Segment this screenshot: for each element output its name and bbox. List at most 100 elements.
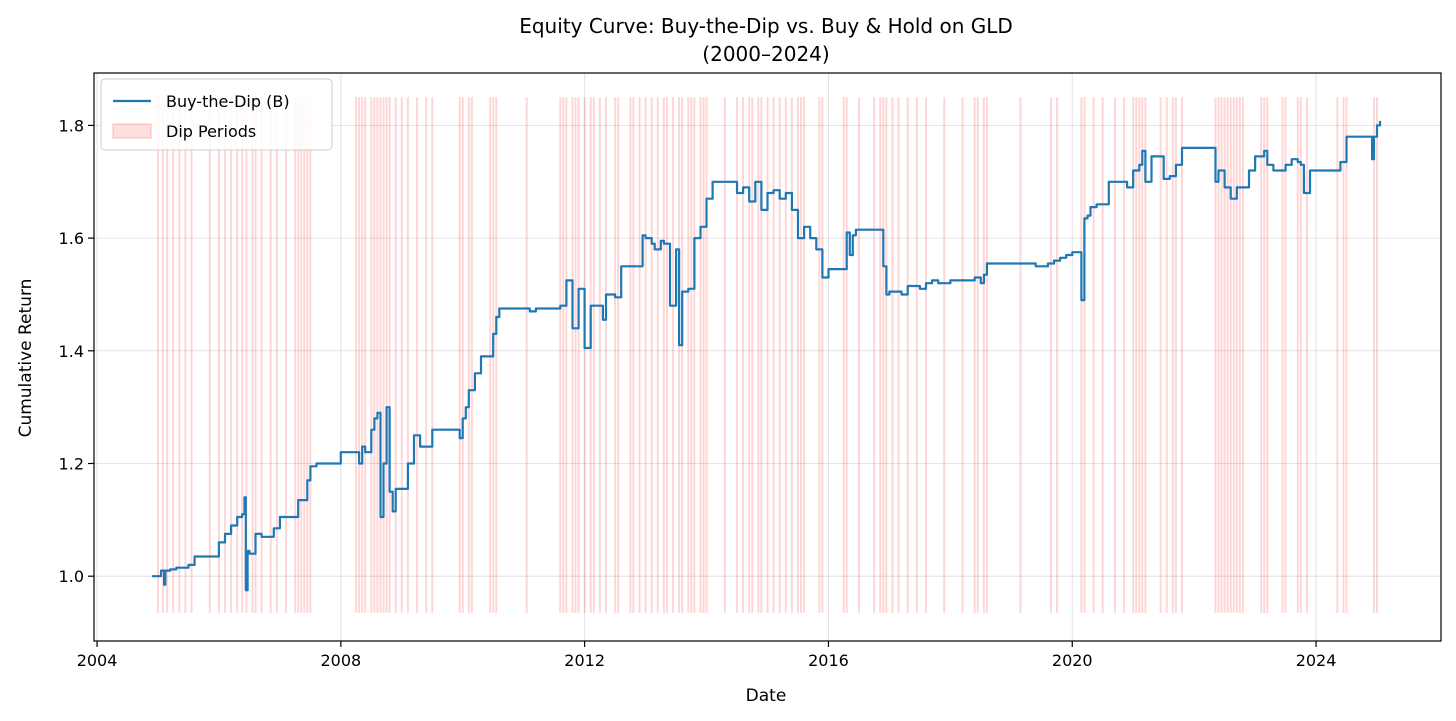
dip-period-band (370, 97, 373, 613)
dip-period-band (358, 97, 361, 613)
dip-period-band (1214, 97, 1217, 613)
dip-period-band (1235, 97, 1238, 613)
dip-period-band (800, 97, 803, 613)
dip-period-band (1174, 97, 1177, 613)
dip-period-band (818, 97, 821, 613)
dip-period-band (574, 97, 577, 613)
dip-period-band (784, 97, 787, 613)
legend-label-series: Buy-the-Dip (B) (166, 92, 290, 111)
dip-period-band (632, 97, 635, 613)
x-tick-label: 2004 (77, 651, 118, 670)
legend-dip-swatch (112, 123, 152, 139)
dip-period-band (705, 97, 708, 613)
dip-period-band (766, 97, 769, 613)
dip-period-band (1263, 97, 1266, 613)
dip-period-band (385, 97, 388, 613)
dip-period-band (650, 97, 653, 613)
dip-period-band (458, 97, 461, 613)
dip-period-band (1345, 97, 1348, 613)
dip-period-band (461, 97, 464, 613)
dip-period-band (355, 97, 358, 613)
dip-period-band (778, 97, 781, 613)
dip-period-band (1159, 97, 1162, 613)
dip-period-band (1141, 97, 1144, 613)
dip-period-band (1226, 97, 1229, 613)
dip-period-band (690, 97, 693, 613)
dip-period-band (230, 97, 233, 613)
dip-period-band (796, 97, 799, 613)
dip-period-band (1019, 97, 1022, 613)
dip-period-band (693, 97, 696, 613)
dip-period-band (687, 97, 690, 613)
dip-period-band (525, 97, 528, 613)
dip-period-band (665, 97, 668, 613)
dip-period-band (1165, 97, 1168, 613)
dip-period-band (416, 97, 419, 613)
y-axis-label: Cumulative Return (16, 279, 36, 438)
dip-period-band (882, 97, 885, 613)
dip-period-band (681, 97, 684, 613)
dip-period-band (562, 97, 565, 613)
x-tick-label: 2016 (808, 651, 849, 670)
dip-period-band (1376, 97, 1379, 613)
legend-label-dip: Dip Periods (166, 122, 256, 141)
dip-period-band (897, 97, 900, 613)
x-tick-label: 2020 (1052, 651, 1093, 670)
dip-period-band (361, 97, 364, 613)
legend: Buy-the-Dip (B) Dip Periods (100, 78, 333, 151)
dip-period-band (629, 97, 632, 613)
dip-period-band (470, 97, 473, 613)
dip-period-band (1144, 97, 1147, 613)
dip-period-band (757, 97, 760, 613)
dip-period-band (559, 97, 562, 613)
dip-period-band (224, 97, 227, 613)
dip-period-band (431, 97, 434, 613)
dip-period-band (571, 97, 574, 613)
dip-period-band (1296, 97, 1299, 613)
dip-period-band (1223, 97, 1226, 613)
dip-period-band (425, 97, 428, 613)
dip-period-band (598, 97, 601, 613)
dip-period-band (489, 97, 492, 613)
dip-period-band (1220, 97, 1223, 613)
dip-period-band (217, 97, 220, 613)
dip-period-band (254, 97, 257, 613)
dip-period-band (1056, 97, 1059, 613)
dip-period-band (260, 97, 263, 613)
dip-period-band (1305, 97, 1308, 613)
dip-period-band (245, 97, 248, 613)
dip-period-band (373, 97, 376, 613)
dip-period-band (1336, 97, 1339, 613)
dip-period-band (236, 97, 239, 613)
dip-period-band (565, 97, 568, 613)
chart-title: Equity Curve: Buy-the-Dip vs. Buy & Hold… (519, 14, 1013, 38)
dip-period-band (982, 97, 985, 613)
dip-period-band (388, 97, 391, 613)
y-tick-label: 1.2 (59, 455, 84, 474)
dip-period-band (906, 97, 909, 613)
dip-period-band (379, 97, 382, 613)
dip-period-band (924, 97, 927, 613)
dip-period-band (284, 97, 287, 613)
dip-period-band (376, 97, 379, 613)
plot-area-frame (93, 72, 1442, 642)
dip-period-band (742, 97, 745, 613)
dip-period-band (400, 97, 403, 613)
dip-period-band (1232, 97, 1235, 613)
x-tick-label: 2008 (320, 651, 361, 670)
dip-period-band (394, 97, 397, 613)
dip-period-band (1083, 97, 1086, 613)
dip-period-band (309, 97, 312, 613)
dip-period-band (790, 97, 793, 613)
dip-period-band (1180, 97, 1183, 613)
dip-period-band (751, 97, 754, 613)
dip-period-band (1049, 97, 1052, 613)
dip-period-band (1241, 97, 1244, 613)
dip-period-band (772, 97, 775, 613)
dip-period-band (1284, 97, 1287, 613)
dip-period-band (592, 97, 595, 613)
y-axis-ticks: 1.0 1.2 1.4 1.6 1.8 (59, 116, 94, 586)
series-layer (151, 120, 1382, 592)
dip-period-band (1217, 97, 1220, 613)
dip-period-band (184, 97, 187, 613)
